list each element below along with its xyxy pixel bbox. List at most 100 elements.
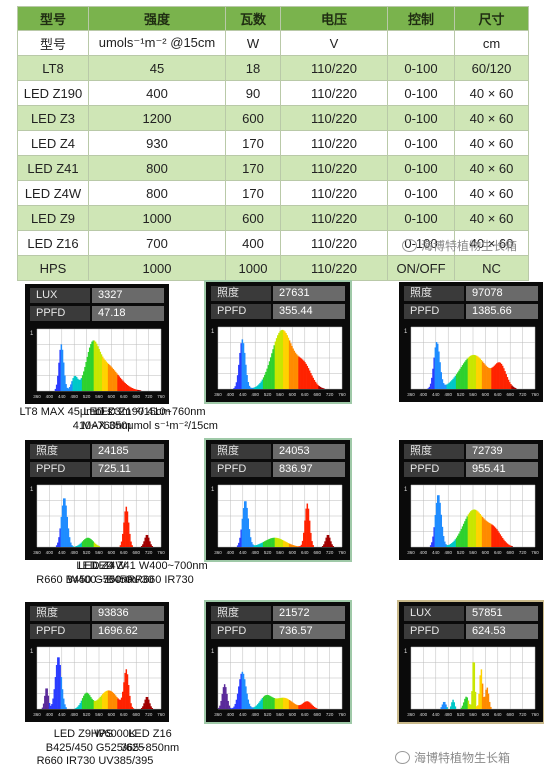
spectrum-bar xyxy=(269,357,272,389)
x-tick-label: 480 xyxy=(251,550,259,555)
spectrum-bar xyxy=(281,539,284,547)
spectrum-bar xyxy=(507,544,510,547)
spectrum-bar xyxy=(100,354,103,391)
spectrum-bar xyxy=(148,699,150,709)
spectrum-bar xyxy=(474,691,477,709)
spectrum-bar xyxy=(132,708,135,709)
spectrum-bar xyxy=(301,540,304,547)
spectrum-bar xyxy=(318,385,320,389)
spectrum-bar xyxy=(146,696,149,709)
spectrum-bar xyxy=(442,536,445,547)
spectrum-bar xyxy=(307,368,310,389)
spectrum-bar xyxy=(273,537,275,547)
spectrum-bar xyxy=(303,360,305,389)
table-cell: 600 xyxy=(225,105,281,131)
spectrum-bar xyxy=(114,695,117,709)
caption-line: B450 R660 IR730 xyxy=(106,573,194,586)
spectrum-bar xyxy=(470,355,472,389)
x-tick-label: 520 xyxy=(264,392,272,397)
spectrum-bar xyxy=(131,545,133,547)
spectrum-bar xyxy=(268,361,271,389)
spectrum-bar xyxy=(295,546,298,547)
x-tick-label: 440 xyxy=(432,712,440,717)
spectrum-bar xyxy=(123,682,125,709)
x-tick-label: 720 xyxy=(326,392,334,397)
illuminance-readout: 照度 93836 xyxy=(30,606,164,621)
illuminance-label: LUX xyxy=(404,606,464,621)
spectrum-bar xyxy=(249,706,252,709)
spectrum-bar xyxy=(60,677,63,709)
table-row: HPS 1000 1000 110/220 ON/OFF NC xyxy=(17,255,529,281)
spectrum-bar xyxy=(142,706,144,709)
spectrum-bar xyxy=(66,387,69,391)
spectrum-bar xyxy=(78,705,80,709)
spectrum-bar xyxy=(455,537,458,547)
spectrum-bar xyxy=(323,544,325,547)
spectrum-bar xyxy=(149,703,151,709)
illuminance-label: 照度 xyxy=(404,286,464,301)
x-tick-label: 520 xyxy=(264,550,272,555)
table-cell: LED Z4W xyxy=(17,180,89,206)
table-cell: 930 xyxy=(88,130,226,156)
table-cell: ON/OFF xyxy=(387,255,455,281)
table-cell: 700 xyxy=(88,230,226,256)
spectrum-bar xyxy=(265,371,267,389)
spectrum-bar xyxy=(441,379,444,389)
x-tick-label: 560 xyxy=(95,394,103,399)
illuminance-readout: 照度 21572 xyxy=(211,606,345,621)
caption-line: LED Z190 410~760nm xyxy=(94,406,206,418)
spectrum-bar xyxy=(458,370,460,389)
spectrum-bar xyxy=(266,539,268,547)
spectrum-bar xyxy=(116,696,118,709)
spectrum-bar xyxy=(451,380,453,389)
spectrum-caption-z3: LED Z3 410~760nm xyxy=(12,406,192,433)
spectrum-bar xyxy=(308,370,311,389)
spectrum-bar xyxy=(329,537,331,547)
watermark: 海博特植物生长箱 xyxy=(402,237,517,254)
spectrum-bar xyxy=(331,544,333,547)
spectrum-bar xyxy=(112,368,115,391)
spectrum-bar xyxy=(74,375,77,391)
spectrum-bar xyxy=(465,360,467,389)
spectrum-bar xyxy=(57,375,59,391)
illuminance-value: 21572 xyxy=(273,606,345,621)
spectrum-bar xyxy=(470,511,472,547)
spectrum-bar xyxy=(261,698,264,709)
spectrum-plot: 1 360 400 440 480 520 560 600 640 680 720 760 xyxy=(211,484,346,555)
spectrum-bar xyxy=(138,390,141,391)
table-cell: 110/220 xyxy=(280,230,388,256)
spectrum-bar xyxy=(49,705,52,709)
spectrum-bar xyxy=(269,696,272,709)
spectrum-bar xyxy=(273,698,275,709)
spectrum-bar xyxy=(330,541,332,547)
spectrum-bar xyxy=(504,541,506,547)
table-cell: 110/220 xyxy=(280,105,388,131)
spectrum-bar xyxy=(485,689,487,709)
spectrum-bar xyxy=(514,388,517,389)
x-tick-label: 680 xyxy=(506,712,514,717)
spectrum-bar xyxy=(503,368,505,389)
spectrum-bar xyxy=(265,540,267,547)
spectrum-bar xyxy=(458,533,460,547)
spectrum-bar xyxy=(238,364,240,389)
table-cell: 1000 xyxy=(88,255,226,281)
spectrum-caption-lt8: LT8 MAX 45μmol s⁻¹m⁻²/15cm xyxy=(5,406,185,420)
table-cell: 110/220 xyxy=(280,205,388,231)
spectrum-bar xyxy=(439,362,441,389)
x-tick-label: 400 xyxy=(420,392,428,397)
spectrum-bar xyxy=(490,523,492,547)
spectrum-bar xyxy=(311,541,313,547)
spectrum-bar xyxy=(306,503,309,547)
table-cell: 1200 xyxy=(88,105,226,131)
spectrum-bar xyxy=(320,387,323,389)
spectrum-bar xyxy=(429,545,432,547)
spectrum-bar xyxy=(453,377,455,389)
spectrum-bar xyxy=(494,364,497,389)
spectrum-bar xyxy=(247,382,250,389)
spectrum-bar xyxy=(253,387,255,389)
ppfd-value: 624.53 xyxy=(466,624,538,639)
spectrum-plot: 1 360 400 440 480 520 560 600 640 680 720 760 xyxy=(404,484,539,555)
spectrum-bar xyxy=(123,381,125,391)
spectrum-bar xyxy=(130,541,132,547)
spectrum-bar xyxy=(290,700,292,709)
